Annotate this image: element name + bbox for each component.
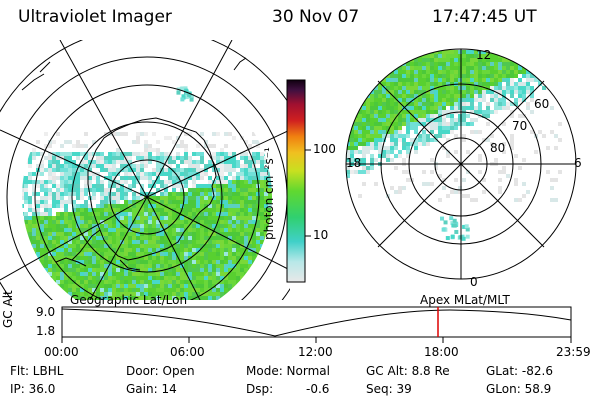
image-panels <box>0 40 577 300</box>
left-grid <box>0 40 290 300</box>
colorbar-unit-text: photon cm⁻²s⁻¹ <box>262 147 276 240</box>
mlt-label-0: 0 <box>470 275 478 289</box>
colorbar-unit-label: photon cm⁻²s⁻¹ <box>262 97 276 240</box>
sequence-status: Seq: 39 <box>366 382 412 396</box>
geo-longitude-status: GLon: 58.9 <box>486 382 552 396</box>
timeline-ylabel: GC Alt <box>1 290 15 328</box>
mlat-label-70: 70 <box>512 119 528 133</box>
geo-latitude-status: GLat: -82.6 <box>486 364 553 378</box>
image-time: 17:47:45 UT <box>432 7 537 27</box>
gain-status: Gain: 14 <box>126 382 177 396</box>
ip-status: IP: 36.0 <box>10 382 56 396</box>
coastline-antarctica <box>21 57 247 271</box>
mode-status: Mode: Normal <box>246 364 330 378</box>
magnetic-polar-plot <box>345 48 577 280</box>
dsp-value: -0.6 <box>306 382 330 396</box>
mlt-label-18: 18 <box>346 156 362 170</box>
door-status: Door: Open <box>126 364 195 378</box>
timeline-ytick-bottom: 1.8 <box>36 324 56 338</box>
mlat-label-60: 60 <box>534 97 550 111</box>
mlt-label-6: 6 <box>574 156 582 170</box>
colorbar-tick-100: 100 <box>313 142 336 156</box>
colorbar-tick-10: 10 <box>313 228 329 242</box>
mlat-label-80: 80 <box>490 141 506 155</box>
timeline-xtick-3: 18:00 <box>424 345 459 359</box>
timeline-xtick-4: 23:59 <box>556 345 591 359</box>
timeline-left-label: Geographic Lat/Lon <box>70 293 188 307</box>
polar-grid <box>345 48 577 280</box>
gc-altitude-status: GC Alt: 8.8 Re <box>366 364 450 378</box>
filter-status: Flt: LBHL <box>10 364 64 378</box>
app-title: Ultraviolet Imager <box>18 7 172 27</box>
timeline-ytick-top: 9.0 <box>36 305 56 319</box>
dsp-label: Dsp: <box>246 382 274 396</box>
mlt-label-12: 12 <box>476 48 492 62</box>
timeline-xtick-0: 00:00 <box>44 345 79 359</box>
timeline-xtick-2: 12:00 <box>298 345 333 359</box>
image-date: 30 Nov 07 <box>272 7 360 27</box>
timeline-xtick-1: 06:00 <box>170 345 205 359</box>
timeline-right-label: Apex MLat/MLT <box>420 293 510 307</box>
color-scale <box>286 79 311 283</box>
